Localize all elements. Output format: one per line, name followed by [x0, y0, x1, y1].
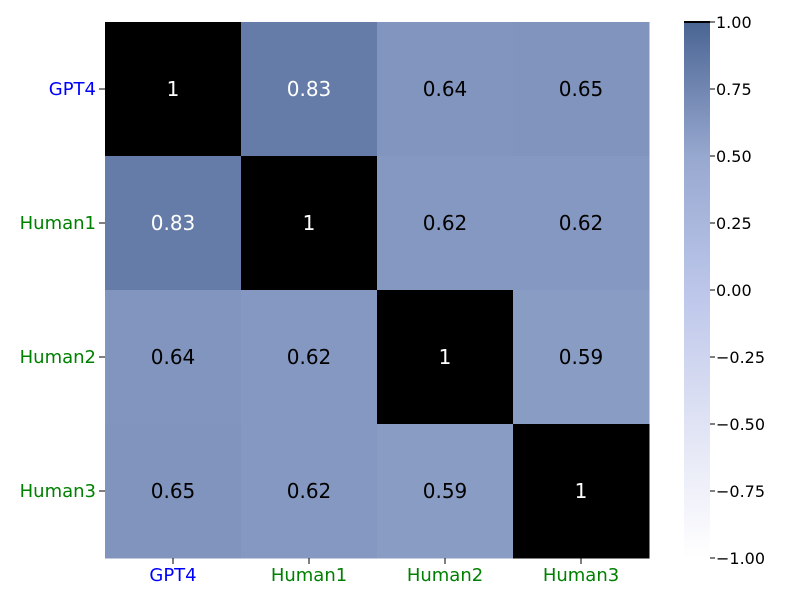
heatmap-cell	[513, 156, 650, 291]
colorbar-tick-label: 0.25	[716, 214, 752, 233]
cell-value-label: 0.59	[423, 479, 468, 503]
cell-value-label: 0.64	[423, 77, 468, 101]
heatmap-cell	[241, 424, 378, 559]
heatmap-cell	[513, 424, 650, 559]
heatmap-cell	[105, 290, 242, 425]
colorbar-tick-label: −0.75	[716, 482, 765, 501]
cell-value-label: 1	[439, 345, 452, 369]
colorbar-tick-label: −0.50	[716, 415, 765, 434]
colorbar-tick-label: −0.25	[716, 348, 765, 367]
colorbar-tick-label: 0.75	[716, 80, 752, 99]
heatmap-cell	[241, 22, 378, 157]
heatmap-cells	[105, 22, 650, 559]
col-tick-label: Human3	[543, 565, 619, 586]
heatmap-cell	[241, 156, 378, 291]
heatmap-cell	[513, 22, 650, 157]
heatmap-cell	[105, 22, 242, 157]
cell-value-label: 1	[575, 479, 588, 503]
colorbar	[684, 22, 710, 558]
cell-value-label: 1	[303, 211, 316, 235]
cell-value-label: 0.83	[151, 211, 196, 235]
cell-value-label: 1	[167, 77, 180, 101]
colorbar-ticks: 1.00 0.75 0.50 0.25 0.00 −0.25 −0.50 −0.75 −1.00	[710, 13, 765, 568]
cell-value-label: 0.62	[559, 211, 604, 235]
col-tick-labels: GPT4 Human1 Human2 Human3	[149, 558, 619, 586]
row-tick-label: GPT4	[49, 79, 96, 100]
cell-value-label: 0.64	[151, 345, 196, 369]
heatmap-annotations: 1 0.83 0.64 0.65 0.83 1 0.62 0.62 0.64 0.62 1 0.59 0…	[151, 77, 604, 503]
colorbar-tick-label: 0.00	[716, 281, 752, 300]
colorbar-tick-label: 1.00	[716, 13, 752, 32]
heatmap-cell	[377, 424, 514, 559]
cell-value-label: 0.59	[559, 345, 604, 369]
heatmap-cell	[377, 156, 514, 291]
row-tick-label: Human3	[20, 481, 96, 502]
row-tick-label: Human2	[20, 347, 96, 368]
cell-value-label: 0.65	[559, 77, 604, 101]
cell-value-label: 0.65	[151, 479, 196, 503]
cell-value-label: 0.83	[287, 77, 332, 101]
heatmap-cell	[105, 424, 242, 559]
cell-value-label: 0.62	[287, 345, 332, 369]
colorbar-tick-label: 0.50	[716, 147, 752, 166]
col-tick-label: GPT4	[149, 565, 196, 586]
heatmap-cell	[105, 156, 242, 291]
row-tick-label: Human1	[20, 213, 96, 234]
row-tick-labels: GPT4 Human1 Human2 Human3	[20, 79, 105, 502]
cell-value-label: 0.62	[423, 211, 468, 235]
heatmap-cell	[377, 290, 514, 425]
cell-value-label: 0.62	[287, 479, 332, 503]
heatmap-cell	[377, 22, 514, 157]
col-tick-label: Human1	[271, 565, 347, 586]
col-tick-label: Human2	[407, 565, 483, 586]
heatmap-cell	[241, 290, 378, 425]
colorbar-tick-label: −1.00	[716, 549, 765, 568]
heatmap-cell	[513, 290, 650, 425]
